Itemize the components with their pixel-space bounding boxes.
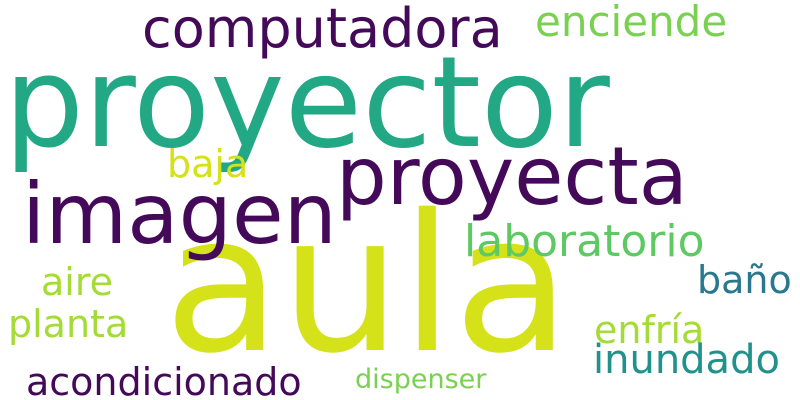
word-proyecta: proyecta bbox=[336, 130, 688, 223]
word-computadora: computadora bbox=[142, 0, 503, 60]
word-dispenser: dispenser bbox=[355, 364, 487, 395]
word-aire: aire bbox=[41, 260, 114, 304]
word-enfria: enfría bbox=[594, 308, 705, 352]
word-bano: baño bbox=[697, 258, 792, 302]
word-acondicionado: acondicionado bbox=[26, 360, 302, 400]
word-inundado: inundado bbox=[593, 337, 780, 383]
word-laboratorio: laboratorio bbox=[464, 216, 705, 267]
word-planta: planta bbox=[8, 302, 129, 346]
word-enciende: enciende bbox=[535, 0, 728, 46]
word-aula: aula bbox=[164, 174, 571, 395]
word-proyector: proyector bbox=[4, 29, 610, 176]
word-imagen: imagen bbox=[22, 165, 337, 263]
word-baja: baja bbox=[167, 142, 249, 186]
